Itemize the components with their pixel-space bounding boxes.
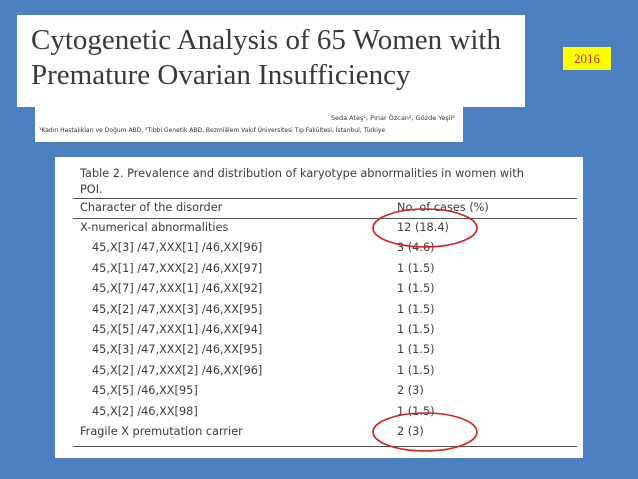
caption: POI.	[80, 183, 103, 196]
rule	[73, 198, 577, 199]
rule	[73, 218, 577, 219]
row-value: 1 (1.5)	[397, 302, 435, 316]
row-value: 1 (1.5)	[397, 343, 435, 357]
row-value: 1 (1.5)	[397, 282, 435, 296]
highlight-ellipse	[372, 208, 478, 248]
row-label: 45,X[5] /46,XX[95]	[92, 384, 198, 398]
title-box: Cytogenetic Analysis of 65 Women with Pr…	[17, 15, 525, 107]
column-header: Character of the disorder	[80, 201, 223, 214]
row-label: Fragile X premutation carrier	[80, 425, 243, 438]
row-value: 2 (3)	[397, 384, 424, 398]
row-label: X-numerical abnormalities	[80, 221, 229, 234]
table: Table 2. Prevalence and distribution of …	[55, 157, 583, 458]
row-label: 45,X[2] /46,XX[98]	[92, 404, 198, 418]
column-header: No. of cases (%)	[397, 201, 489, 214]
row-label: 45,X[1] /47,XXX[2] /46,XX[97]	[92, 261, 263, 275]
row-value: 1 (1.5)	[397, 363, 435, 377]
row-label: 45,X[2] /47,XXX[2] /46,XX[96]	[92, 363, 263, 377]
affiliation: ¹Kadın Hastalıkları ve Doğum ABD, ²Tıbbi…	[39, 127, 386, 134]
year-badge: 2016	[563, 47, 611, 70]
highlights	[372, 208, 478, 452]
row-label: 45,X[2] /47,XXX[3] /46,XX[95]	[92, 302, 263, 316]
row-label: 45,X[5] /47,XXX[1] /46,XX[94]	[92, 323, 263, 336]
row-value: 2 (3)	[397, 425, 424, 438]
caption: Table 2. Prevalence and distribution of …	[80, 167, 524, 180]
rule	[73, 446, 577, 448]
author-box: Seda Ateş¹, Pınar Özcan², Gözde Yeşil² ¹…	[35, 107, 463, 142]
row-value: 12 (18.4)	[397, 221, 449, 234]
row-label: 45,X[7] /47,XXX[1] /46,XX[92]	[92, 282, 263, 296]
row-value: 1 (1.5)	[397, 323, 435, 336]
row-label: 45,X[3] /47,XXX[1] /46,XX[96]	[92, 241, 263, 255]
highlight-ellipse	[372, 412, 478, 452]
title: Cytogenetic Analysis of 65 Women with Pr…	[31, 24, 501, 91]
row-label: 45,X[3] /47,XXX[2] /46,XX[95]	[92, 343, 263, 357]
row-value: 1 (1.5)	[397, 261, 435, 275]
authors: Seda Ateş¹, Pınar Özcan², Gözde Yeşil²	[330, 114, 455, 122]
row-value: 3 (4.6)	[397, 241, 435, 255]
